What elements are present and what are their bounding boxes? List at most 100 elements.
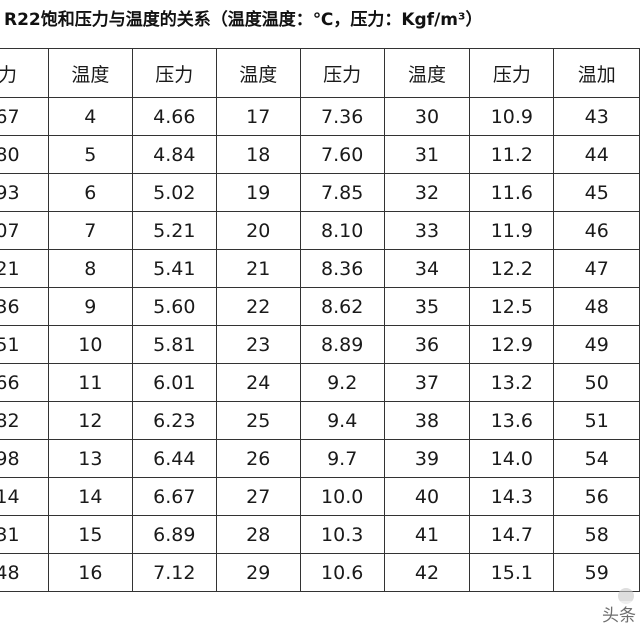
table-cell: 13.2 (469, 363, 555, 402)
table-cell: 5.02 (131, 173, 217, 212)
table-cell: 6.89 (131, 515, 217, 554)
table-cell: 12.2 (469, 249, 555, 288)
table-cell: 54 (553, 439, 640, 478)
table-cell: 4.66 (131, 97, 217, 136)
table-cell: 14 (0, 477, 49, 516)
table-cell: 11.6 (469, 173, 555, 212)
table-cell: 59 (553, 553, 640, 592)
table-cell: 26 (215, 439, 301, 478)
table-cell: 9.4 (299, 401, 385, 440)
header-cell: 温度 (215, 48, 301, 98)
table-cell: 6.67 (131, 477, 217, 516)
table-cell: 14.0 (469, 439, 555, 478)
table-cell: 58 (553, 515, 640, 554)
watermark-logo-icon (618, 588, 634, 604)
table-cell: 20 (215, 211, 301, 250)
table-cell: 12 (47, 401, 133, 440)
table-cell: 28 (215, 515, 301, 554)
table-cell: 14.7 (469, 515, 555, 554)
table-cell: 21 (0, 249, 49, 288)
table-cell: 31 (383, 135, 471, 174)
table-cell: 39 (383, 439, 471, 478)
table-cell: 98 (0, 439, 49, 478)
table-cell: 6.23 (131, 401, 217, 440)
table-cell: 14 (47, 477, 133, 516)
table-cell: 5.81 (131, 325, 217, 364)
table-cell: 10 (47, 325, 133, 364)
header-cell: 压力 (131, 48, 217, 98)
table-cell: 4.84 (131, 135, 217, 174)
table-cell: 43 (553, 97, 640, 136)
table-cell: 7 (47, 211, 133, 250)
table-cell: 19 (215, 173, 301, 212)
table-cell: 50 (553, 363, 640, 402)
table-cell: 5.60 (131, 287, 217, 326)
table-cell: 9.2 (299, 363, 385, 402)
table-cell: 23 (215, 325, 301, 364)
table-cell: 15 (47, 515, 133, 554)
table-cell: 13 (47, 439, 133, 478)
table-wrap: 力温度压力温度压力温度压力温加6744.66177.363010.9438054… (0, 48, 640, 592)
table-cell: 56 (553, 477, 640, 516)
header-cell: 力 (0, 48, 49, 98)
table-cell: 36 (0, 287, 49, 326)
table-cell: 12.9 (469, 325, 555, 364)
pressure-temperature-table: 力温度压力温度压力温度压力温加6744.66177.363010.9438054… (0, 48, 640, 592)
table-cell: 16 (47, 553, 133, 592)
table-cell: 11.9 (469, 211, 555, 250)
table-cell: 36 (383, 325, 471, 364)
table-cell: 07 (0, 211, 49, 250)
table-title: R22饱和压力与温度的关系（温度温度：℃，压力：Kgf/m³） (4, 10, 483, 30)
table-cell: 49 (553, 325, 640, 364)
watermark: 头条 (600, 601, 638, 626)
table-cell: 41 (383, 515, 471, 554)
table-cell: 10.6 (299, 553, 385, 592)
table-cell: 14.3 (469, 477, 555, 516)
table-cell: 8.89 (299, 325, 385, 364)
table-cell: 5 (47, 135, 133, 174)
table-cell: 29 (215, 553, 301, 592)
table-cell: 27 (215, 477, 301, 516)
table-cell: 21 (215, 249, 301, 288)
table-cell: 80 (0, 135, 49, 174)
table-cell: 4 (47, 97, 133, 136)
table-cell: 82 (0, 401, 49, 440)
table-cell: 32 (383, 173, 471, 212)
table-cell: 6 (47, 173, 133, 212)
table-cell: 10.3 (299, 515, 385, 554)
table-cell: 7.36 (299, 97, 385, 136)
header-cell: 温加 (553, 48, 640, 98)
table-cell: 15.1 (469, 553, 555, 592)
table-cell: 12.5 (469, 287, 555, 326)
table-cell: 67 (0, 97, 49, 136)
table-cell: 31 (0, 515, 49, 554)
table-cell: 8 (47, 249, 133, 288)
table-cell: 22 (215, 287, 301, 326)
table-cell: 47 (553, 249, 640, 288)
header-cell: 温度 (383, 48, 471, 98)
table-cell: 5.21 (131, 211, 217, 250)
table-cell: 9 (47, 287, 133, 326)
header-cell: 压力 (469, 48, 555, 98)
table-cell: 34 (383, 249, 471, 288)
table-cell: 18 (215, 135, 301, 174)
header-row: 力温度压力温度压力温度压力温加 (0, 48, 640, 98)
table-cell: 10.9 (469, 97, 555, 136)
table-cell: 48 (0, 553, 49, 592)
table-cell: 38 (383, 401, 471, 440)
table-cell: 8.36 (299, 249, 385, 288)
table-cell: 35 (383, 287, 471, 326)
table-cell: 8.10 (299, 211, 385, 250)
